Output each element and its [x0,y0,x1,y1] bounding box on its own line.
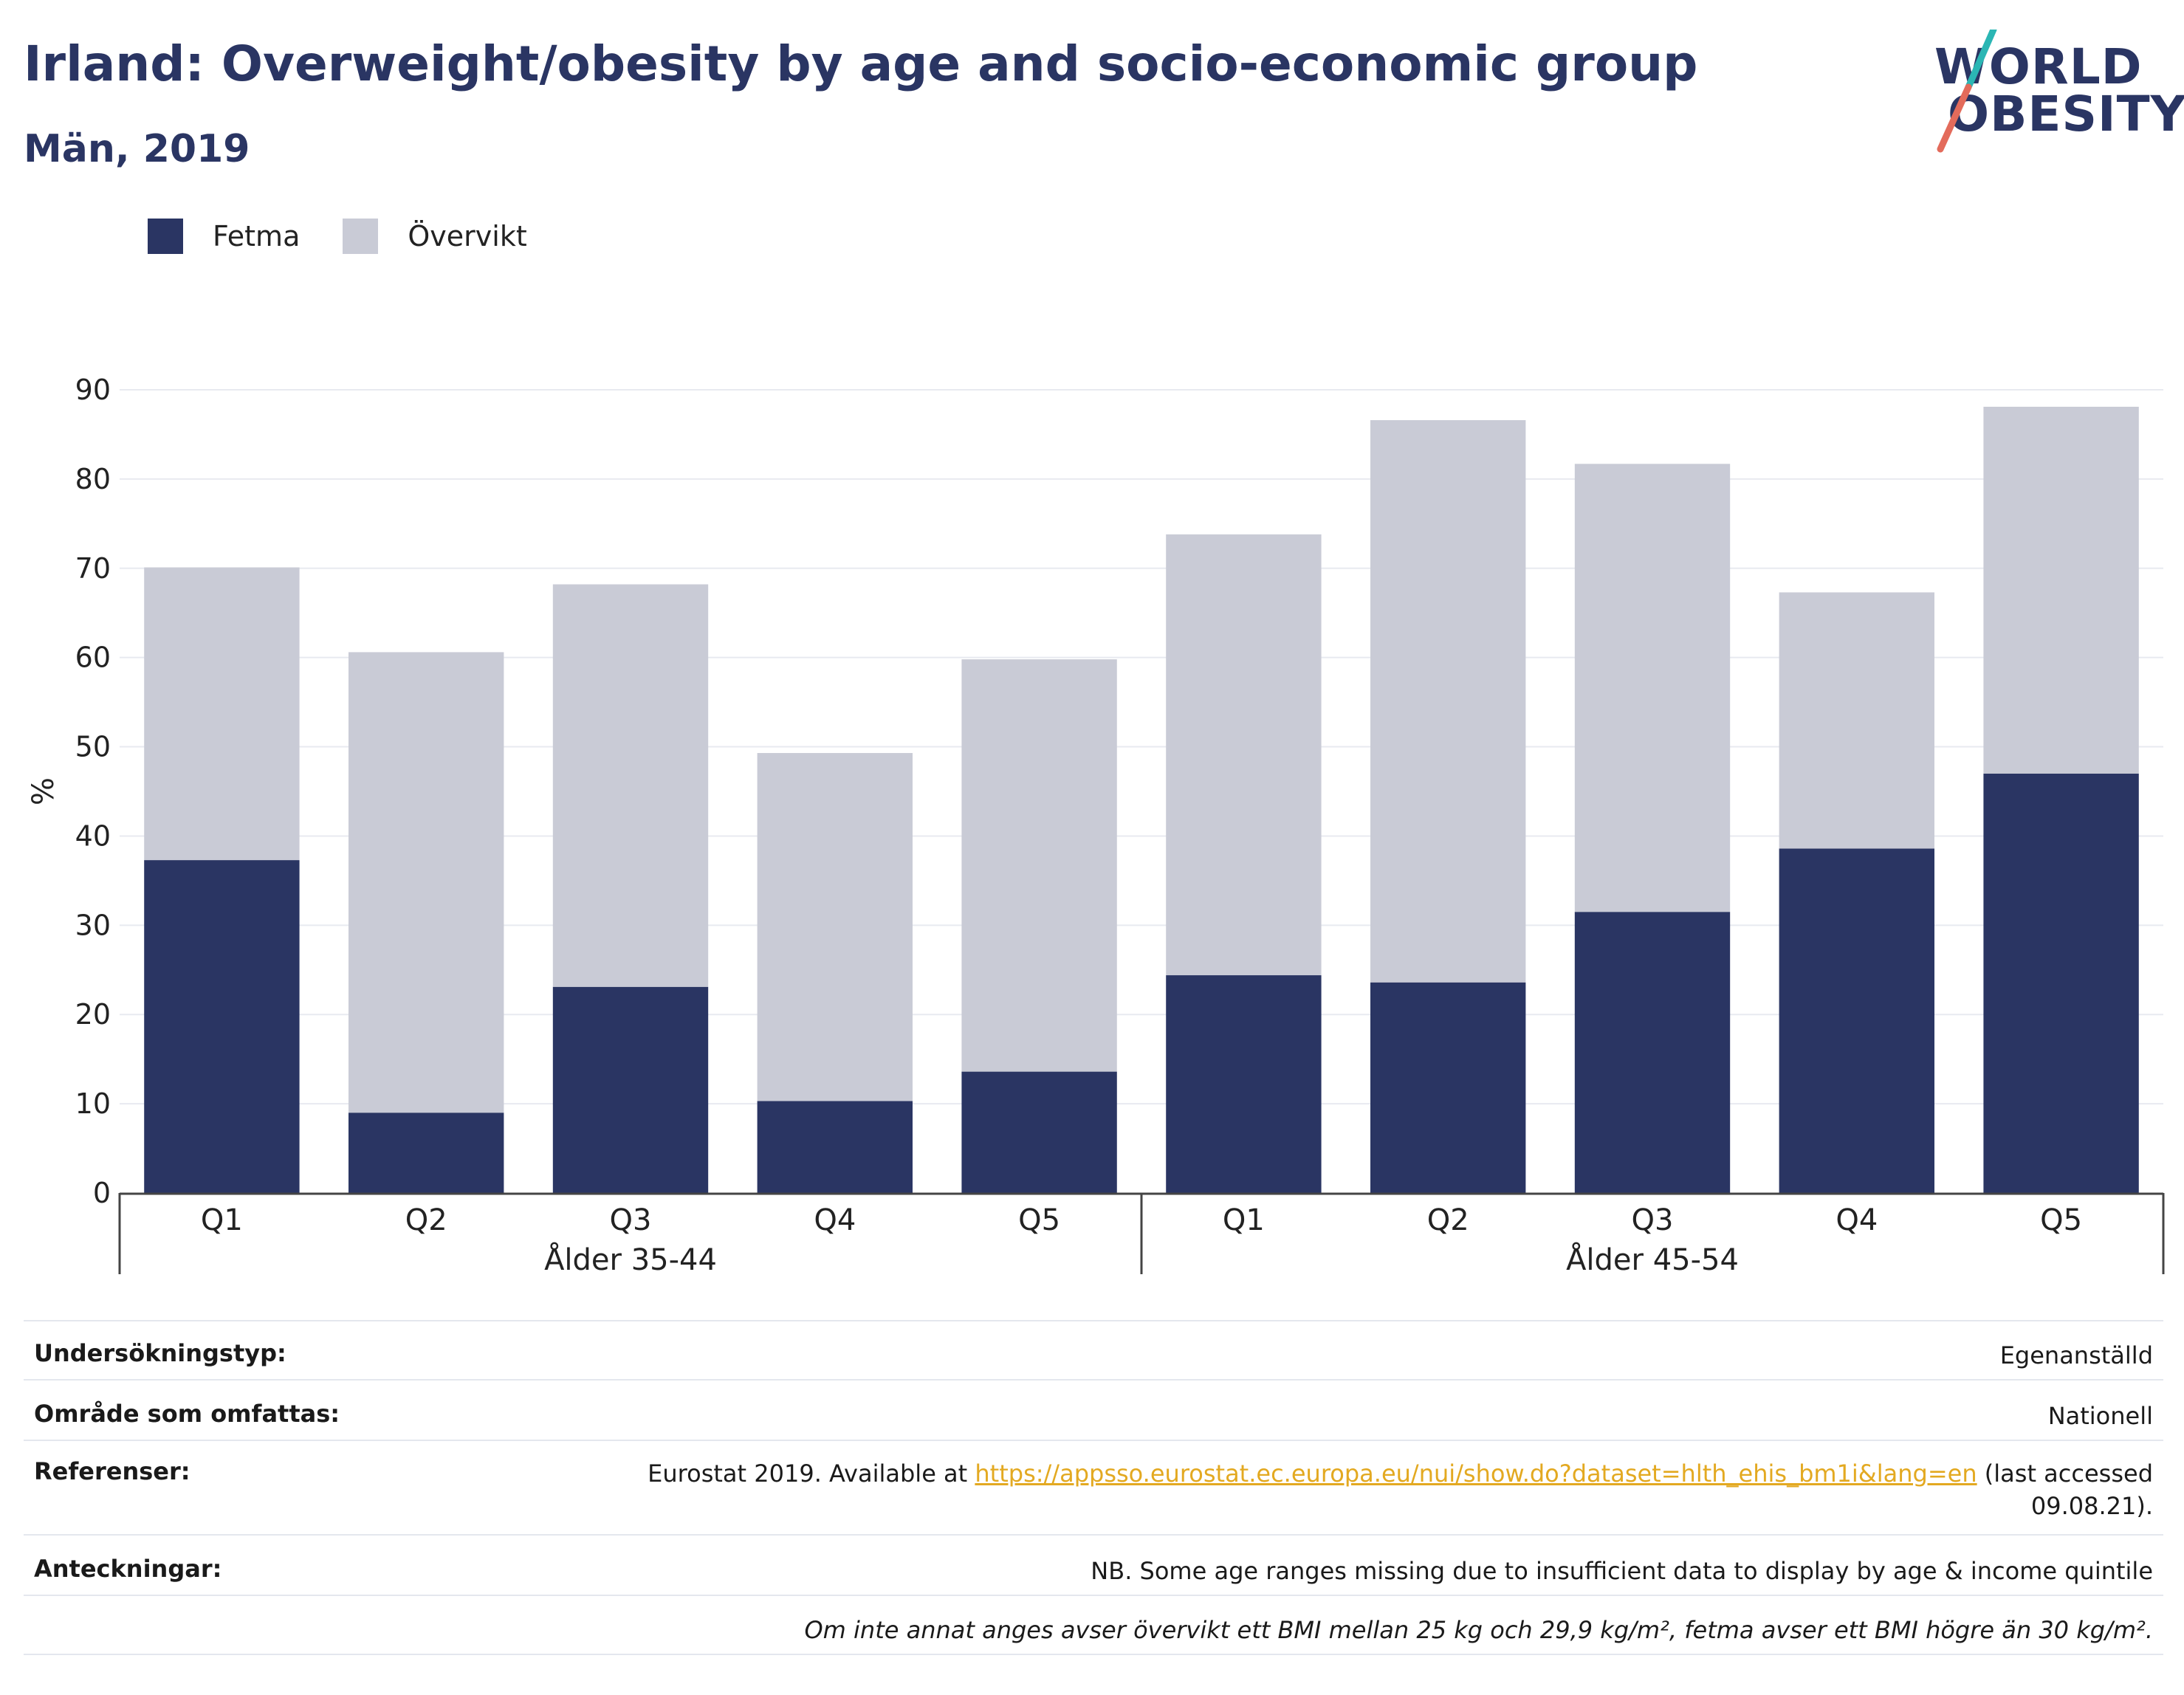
info-row-footnote: Om inte annat anges avser övervikt ett B… [24,1595,2163,1655]
y-axis-label: % [27,777,61,805]
info-row-references: Referenser: Eurostat 2019. Available at … [24,1440,2163,1534]
group-label: Ålder 35-44 [544,1242,717,1277]
legend-swatch-fetma [148,219,183,254]
bar-fetma [1983,773,2139,1193]
references-link[interactable]: https://appsso.eurostat.ec.europa.eu/nui… [975,1460,1977,1488]
bar-overvikt [1370,420,1526,983]
bar-fetma [961,1071,1117,1193]
legend-swatch-overvikt [343,219,379,254]
bar-overvikt [757,753,913,1101]
info-row-notes: Anteckningar: NB. Some age ranges missin… [24,1534,2163,1595]
y-tick-label: 80 [75,463,111,495]
bar-overvikt [1574,464,1731,912]
notes-label: Anteckningar: [34,1555,222,1583]
x-tick-label: Q2 [1427,1203,1469,1237]
info-row-coverage: Område som omfattas: Nationell [24,1379,2163,1440]
bar-fetma [348,1113,504,1193]
notes-value: NB. Some age ranges missing due to insuf… [1091,1557,2153,1585]
bar-fetma [1166,975,1322,1193]
y-tick-label: 40 [75,819,111,852]
references-date: 09.08.21). [2030,1492,2153,1520]
legend-item-fetma[interactable]: Fetma [148,219,300,254]
world-obesity-logo: WORLD OBESITY [1926,30,2184,155]
x-tick-label: Q5 [2040,1203,2082,1237]
x-tick-label: Q2 [405,1203,447,1237]
bar-fetma [144,860,300,1193]
bar-fetma [552,986,709,1193]
coverage-label: Område som omfattas: [34,1400,340,1428]
legend-label-fetma: Fetma [213,220,301,252]
logo-slash-icon [1937,30,1997,153]
x-tick-label: Q5 [1018,1203,1060,1237]
x-tick-label: Q3 [610,1203,652,1237]
references-suffix: (last accessed [1977,1460,2153,1488]
logo-text-obesity: OBESITY [1948,86,2184,142]
stacked-bar-chart: 0 10 20 30 40 50 60 70 80 90% Q1 Q2 Q3 Q4 Q5 Q1 Q2 Q3 Q4 Q5… [27,374,2165,1277]
chart-title: Irland: Overweight/obesity by age and so… [24,35,1698,92]
bar-overvikt [961,659,1117,1072]
bar-overvikt [144,567,300,861]
y-tick-label: 0 [93,1177,111,1209]
y-tick-label: 20 [75,998,111,1031]
y-tick-label: 70 [75,552,111,585]
survey-type-value: Egenanställd [1999,1341,2153,1369]
legend-item-overvikt[interactable]: Övervikt [343,219,527,254]
references-prefix: Eurostat 2019. Available at [648,1460,975,1488]
group-label: Ålder 45-54 [1566,1242,1739,1277]
bar-fetma [757,1101,913,1193]
footnote-text: Om inte annat anges avser övervikt ett B… [804,1616,2153,1644]
legend-label-overvikt: Övervikt [408,220,527,252]
coverage-value: Nationell [2047,1402,2153,1430]
y-tick-label: 90 [75,374,111,406]
bar-fetma [1779,848,1934,1193]
bar-overvikt [348,652,504,1113]
references-label: Referenser: [34,1457,190,1485]
survey-type-label: Undersökningstyp: [34,1339,286,1367]
chart-subtitle: Män, 2019 [24,127,250,171]
bar-overvikt [1779,592,1934,849]
x-tick-label: Q1 [1223,1203,1265,1237]
info-row-survey-type: Undersökningstyp: Egenanställd [24,1320,2163,1379]
chart-legend: Fetma Övervikt [148,219,570,254]
bar-fetma [1370,982,1526,1193]
info-table: Undersökningstyp: Egenanställd Område so… [24,1320,2163,1655]
references-value: Eurostat 2019. Available at https://apps… [648,1457,2163,1522]
bar-fetma [1574,912,1731,1193]
x-tick-label: Q4 [1836,1203,1878,1237]
bar-overvikt [1983,406,2139,774]
bar-overvikt [1166,534,1322,976]
x-tick-label: Q3 [1632,1203,1674,1237]
y-tick-label: 60 [75,642,111,674]
x-tick-label: Q4 [814,1203,856,1237]
y-tick-label: 10 [75,1087,111,1120]
bar-overvikt [552,584,709,987]
y-tick-label: 30 [75,909,111,941]
x-tick-label: Q1 [201,1203,243,1237]
y-tick-label: 50 [75,731,111,763]
